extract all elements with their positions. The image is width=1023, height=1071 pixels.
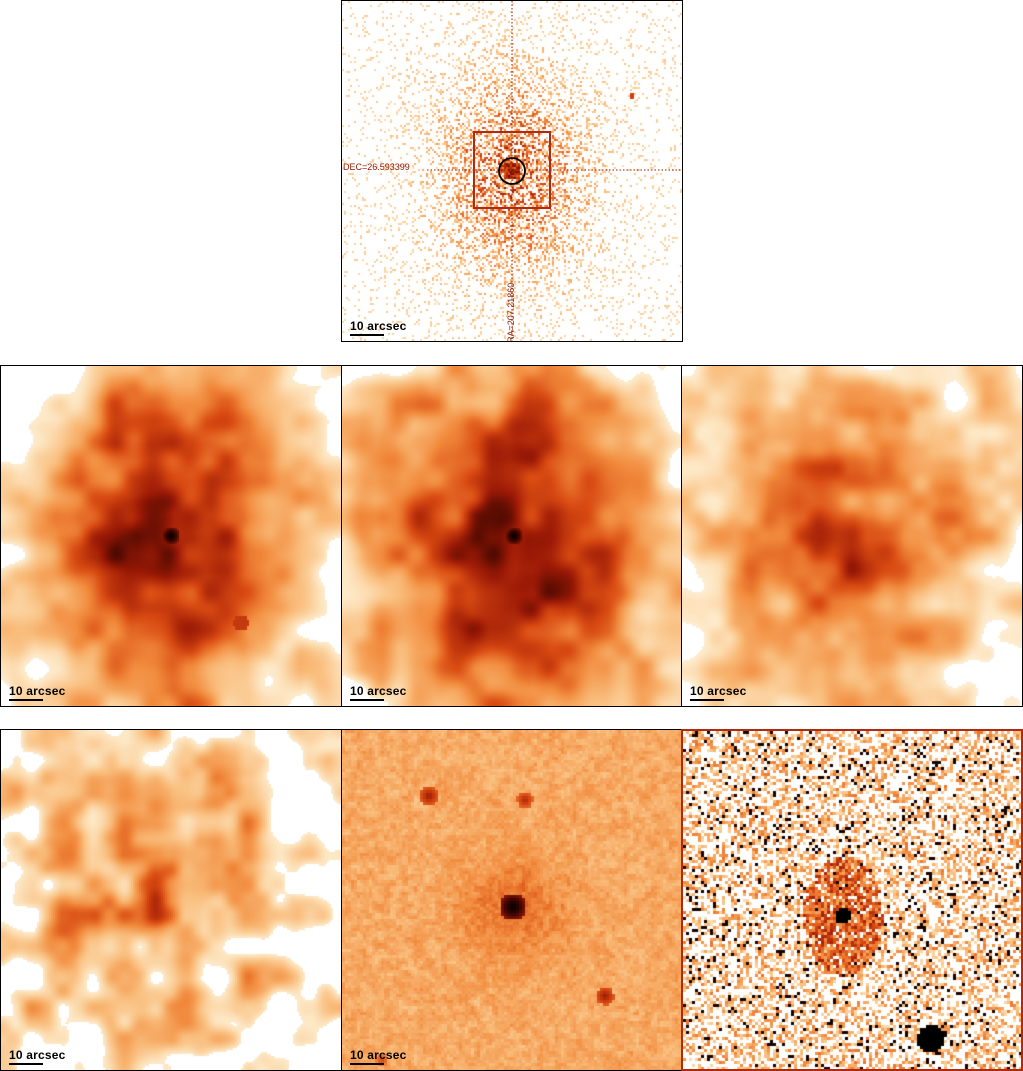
scale-bar: 10 arcsec xyxy=(350,320,407,336)
ra-coordinate-label: RA=207.21860 xyxy=(506,282,516,342)
scale-bar: 10 arcsec xyxy=(690,685,747,701)
middle-image-panel-3: 10 arcsec xyxy=(681,365,1023,707)
scale-bar-label: 10 arcsec xyxy=(350,684,407,698)
bottom-image-panel-3 xyxy=(681,729,1023,1071)
smoothed-image xyxy=(682,366,1022,706)
scale-bar-label: 10 arcsec xyxy=(9,684,66,698)
scale-bar: 10 arcsec xyxy=(350,685,407,701)
middle-image-panel-2: 10 arcsec xyxy=(341,365,683,707)
residual-map-image xyxy=(683,731,1021,1069)
smoothed-image xyxy=(1,730,341,1070)
scale-bar-label: 10 arcsec xyxy=(9,1048,66,1062)
scale-bar-line xyxy=(350,334,384,336)
scale-bar: 10 arcsec xyxy=(350,1049,407,1065)
bottom-image-panel-1: 10 arcsec xyxy=(0,729,342,1071)
top-image-panel: DEC=26.593399 RA=207.21860 10 arcsec xyxy=(341,0,683,342)
scale-bar-label: 10 arcsec xyxy=(350,319,407,333)
smoothed-image xyxy=(342,366,682,706)
scale-bar: 10 arcsec xyxy=(9,685,66,701)
scale-bar-line xyxy=(9,699,43,701)
optical-field-image xyxy=(342,730,682,1070)
scale-bar-line xyxy=(690,699,724,701)
scale-bar-label: 10 arcsec xyxy=(350,1048,407,1062)
scale-bar-line xyxy=(9,1063,43,1065)
dec-coordinate-label: DEC=26.593399 xyxy=(343,162,410,172)
smoothed-image xyxy=(1,366,341,706)
bottom-image-panel-2: 10 arcsec xyxy=(341,729,683,1071)
middle-image-panel-1: 10 arcsec xyxy=(0,365,342,707)
scale-bar-line xyxy=(350,699,384,701)
scale-bar-line xyxy=(350,1063,384,1065)
scale-bar-label: 10 arcsec xyxy=(690,684,747,698)
scale-bar: 10 arcsec xyxy=(9,1049,66,1065)
